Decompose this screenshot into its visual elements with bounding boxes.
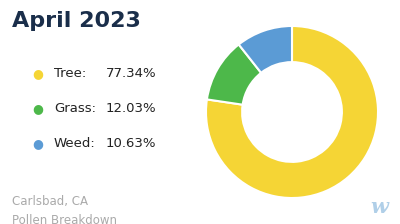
- Text: Grass:: Grass:: [54, 102, 96, 115]
- Text: 10.63%: 10.63%: [106, 137, 156, 150]
- Text: ●: ●: [32, 137, 43, 150]
- Wedge shape: [206, 26, 378, 198]
- Text: 77.34%: 77.34%: [106, 67, 157, 80]
- Text: w: w: [370, 197, 388, 217]
- Text: 12.03%: 12.03%: [106, 102, 157, 115]
- Text: Weed:: Weed:: [54, 137, 96, 150]
- Text: ●: ●: [32, 102, 43, 115]
- Text: ●: ●: [32, 67, 43, 80]
- Text: April 2023: April 2023: [12, 11, 141, 31]
- Wedge shape: [239, 26, 292, 73]
- Wedge shape: [207, 45, 261, 105]
- Text: Carlsbad, CA
Pollen Breakdown: Carlsbad, CA Pollen Breakdown: [12, 195, 117, 224]
- Text: Tree:: Tree:: [54, 67, 86, 80]
